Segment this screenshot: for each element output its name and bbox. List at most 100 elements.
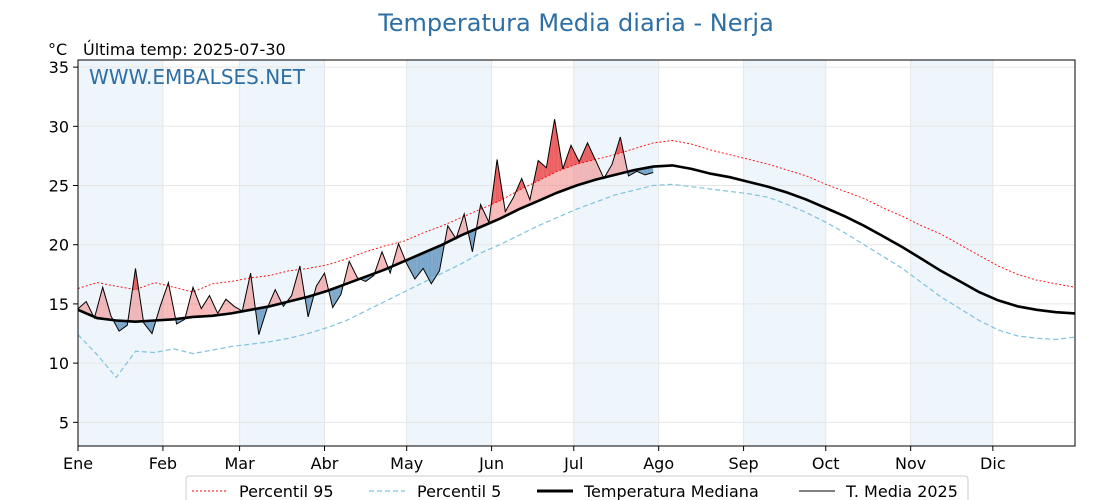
fill-above-p95 — [542, 164, 544, 179]
fill-above-p95 — [591, 151, 593, 161]
fill-below-median — [425, 251, 428, 277]
x-tick-label: May — [390, 454, 423, 473]
fill-above-p95 — [553, 119, 555, 174]
fill-above-p95 — [540, 163, 543, 180]
fill-above-median — [594, 157, 596, 181]
fill-above-median — [251, 283, 254, 310]
x-tick-label: Feb — [149, 454, 177, 473]
fill-below-median — [651, 166, 654, 173]
fill-above-median — [486, 216, 488, 225]
fill-above-median — [99, 292, 102, 319]
fill-below-median — [417, 254, 420, 276]
fill-below-median — [413, 256, 415, 280]
fill-above-median — [212, 301, 214, 316]
fill-above-p95 — [518, 181, 521, 191]
fill-below-median — [151, 320, 154, 334]
x-tick-label: Abr — [311, 454, 339, 473]
fill-below-median — [643, 168, 645, 175]
fill-above-median — [293, 285, 295, 301]
fill-above-median — [295, 275, 298, 300]
fill-below-median — [421, 253, 424, 271]
x-tick-label: Jul — [563, 454, 583, 473]
fill-above-median — [447, 225, 450, 243]
fill-above-median — [323, 273, 325, 293]
fill-below-median — [120, 320, 122, 331]
fill-below-median — [121, 320, 124, 330]
fill-above-median — [319, 279, 321, 294]
y-tick-label: 35 — [49, 58, 69, 77]
fill-below-median — [646, 167, 648, 175]
fill-above-median — [88, 307, 91, 316]
fill-below-median — [420, 253, 422, 272]
fill-above-p95 — [539, 161, 541, 181]
fill-above-median — [203, 302, 206, 317]
fill-above-median — [225, 299, 228, 315]
fill-below-median — [336, 286, 339, 301]
fill-below-median — [419, 254, 421, 274]
fill-above-median — [380, 251, 383, 272]
fill-below-median — [149, 320, 151, 332]
fill-above-median — [510, 199, 513, 214]
fill-above-median — [232, 305, 235, 314]
series-line-median — [77, 164, 1076, 324]
legend-label-p95: Percentil 95 — [239, 482, 334, 500]
legend-label-p5: Percentil 5 — [417, 482, 501, 500]
fill-above-median — [130, 296, 132, 322]
fill-above-median — [523, 181, 525, 208]
fill-above-median — [482, 207, 484, 227]
fill-above-p95 — [572, 148, 574, 166]
fill-above-median — [249, 273, 251, 311]
fill-above-median — [167, 282, 169, 320]
fill-above-median — [317, 281, 320, 294]
fill-above-median — [398, 243, 400, 264]
x-tick-label: Jun — [478, 454, 504, 473]
fill-below-median — [414, 255, 417, 280]
fill-above-median — [214, 307, 217, 316]
fill-above-median — [223, 301, 225, 315]
fill-above-p95 — [565, 157, 567, 169]
fill-above-median — [449, 227, 451, 242]
fill-above-median — [228, 301, 231, 314]
fill-above-p95 — [554, 119, 556, 173]
fill-above-median — [210, 298, 213, 316]
fill-above-median — [165, 286, 168, 320]
fill-above-median — [297, 270, 299, 300]
fill-below-median — [119, 320, 121, 332]
fill-below-median — [436, 246, 439, 276]
fill-below-median — [416, 255, 418, 278]
fill-above-median — [82, 303, 84, 313]
fill-above-median — [483, 210, 485, 226]
fill-above-p95 — [576, 156, 578, 165]
fill-above-median — [301, 274, 303, 299]
fill-above-p95 — [588, 145, 591, 162]
x-tick-label: Ago — [643, 454, 674, 473]
fill-above-median — [531, 186, 533, 204]
last-temp-label: Última temp: 2025-07-30 — [83, 40, 286, 59]
fill-above-median — [524, 185, 526, 207]
fill-above-median — [227, 300, 229, 314]
fill-below-median — [649, 167, 651, 174]
fill-above-median — [84, 301, 87, 314]
fill-above-median — [194, 290, 196, 317]
fill-above-p95 — [584, 146, 587, 163]
fill-above-median — [480, 204, 483, 227]
fill-above-median — [230, 302, 232, 314]
fill-below-median — [428, 250, 430, 282]
fill-above-median — [104, 292, 106, 320]
fill-above-median — [101, 287, 103, 319]
fill-below-median — [257, 308, 259, 335]
fill-above-p95 — [551, 127, 554, 175]
fill-above-median — [450, 230, 452, 241]
x-tick-label: Mar — [225, 454, 256, 473]
fill-below-median — [431, 248, 433, 284]
fill-below-median — [472, 229, 474, 252]
fill-above-median — [102, 287, 105, 319]
fill-below-median — [150, 320, 152, 334]
legend-box — [185, 475, 969, 500]
series-line-p5 — [77, 183, 1076, 379]
fill-above-median — [462, 213, 465, 235]
fill-below-median — [427, 250, 429, 279]
fill-above-median — [247, 279, 250, 311]
fill-below-median — [338, 286, 340, 299]
fill-above-p95 — [573, 150, 576, 166]
